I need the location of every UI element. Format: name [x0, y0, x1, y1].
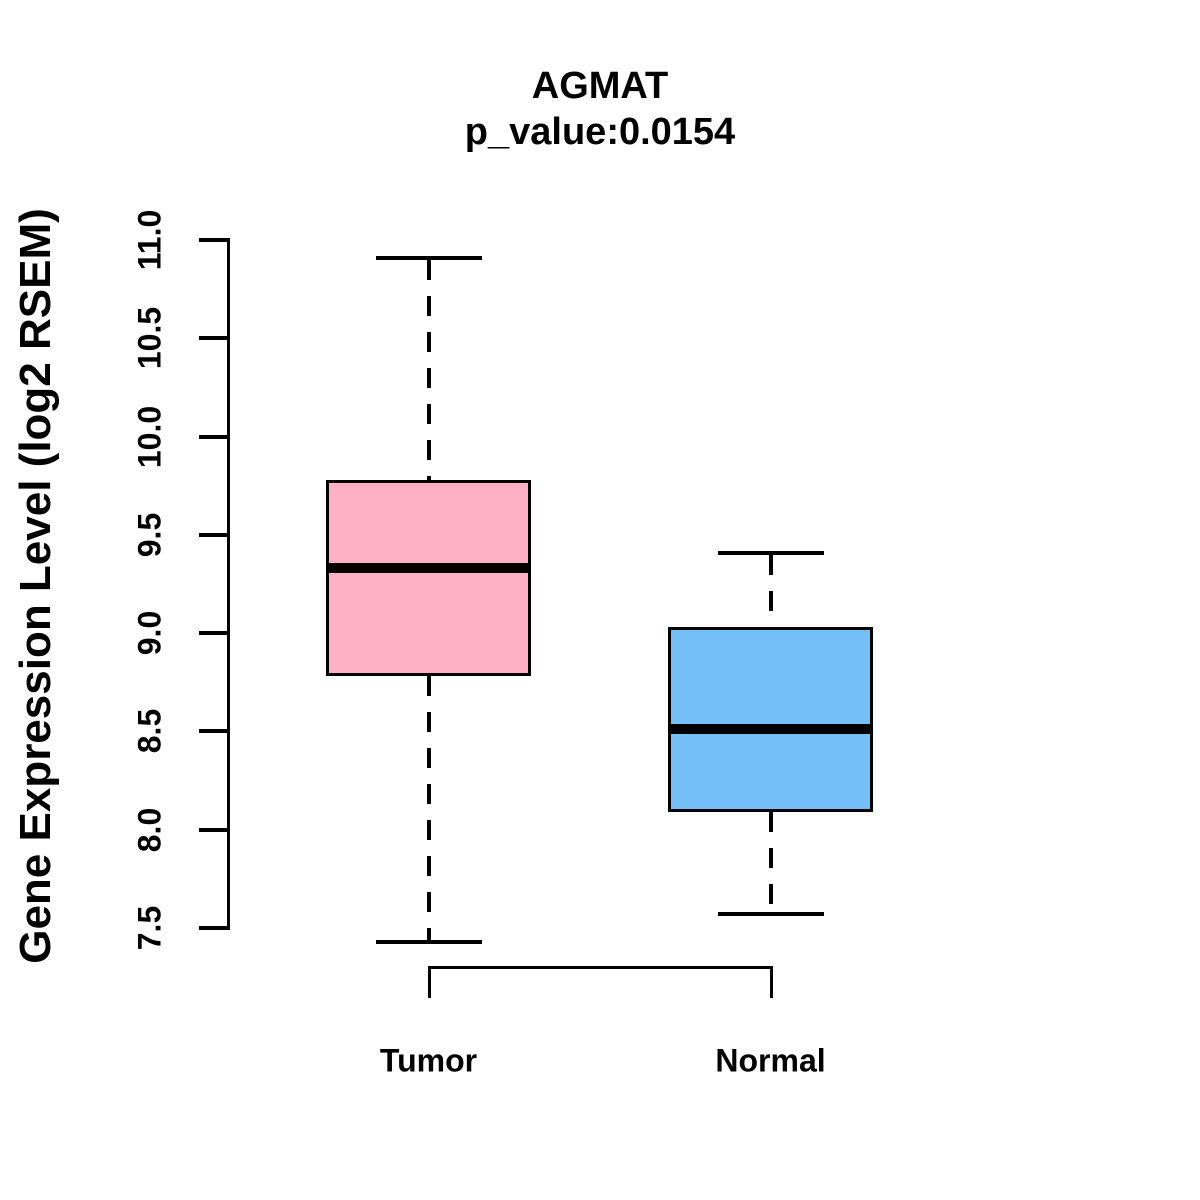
title-block: AGMAT p_value:0.0154: [0, 64, 1200, 155]
y-tick-label: 8.5: [131, 709, 168, 754]
lower-whisker-cap-normal: [717, 912, 824, 917]
y-tick-label: 9.5: [131, 512, 168, 558]
category-label-tumor: Tumor: [379, 1042, 478, 1079]
y-axis-tick: [199, 238, 227, 242]
y-tick-label: 8.0: [131, 807, 168, 852]
y-axis-tick: [199, 532, 227, 537]
y-axis-tick: [199, 926, 227, 930]
box-tumor: [326, 479, 531, 677]
y-tick-label: 7.5: [131, 905, 168, 951]
lower-whisker-line-normal: [768, 812, 773, 913]
x-axis-bracket-tick-right: [769, 966, 773, 998]
box-normal: [668, 627, 873, 812]
median-line-tumor: [326, 563, 531, 574]
upper-whisker-line-normal: [768, 554, 773, 628]
y-axis-tick: [199, 336, 227, 341]
chart-title: AGMAT: [531, 65, 669, 107]
median-line-normal: [668, 724, 873, 735]
y-tick-label: 10.0: [131, 405, 168, 468]
upper-whisker-cap-normal: [717, 550, 824, 555]
y-axis-tick: [199, 827, 227, 832]
y-axis-tick: [199, 631, 227, 636]
p-value-subtitle: p_value:0.0154: [464, 110, 736, 153]
y-tick-label: 9.0: [131, 610, 168, 656]
lower-whisker-line-tumor: [426, 676, 431, 940]
x-axis-bracket-tick-left: [427, 966, 431, 998]
upper-whisker-line-tumor: [426, 259, 431, 480]
y-tick-label: 10.5: [131, 307, 168, 370]
y-tick-label: 11.0: [131, 209, 168, 271]
lower-whisker-cap-tumor: [375, 939, 482, 944]
y-axis-tick: [199, 434, 227, 439]
x-axis-bracket-line: [427, 966, 773, 969]
y-axis-line: [227, 238, 230, 930]
upper-whisker-cap-tumor: [375, 255, 482, 260]
y-axis-tick: [199, 729, 227, 734]
category-label-normal: Normal: [715, 1042, 826, 1079]
